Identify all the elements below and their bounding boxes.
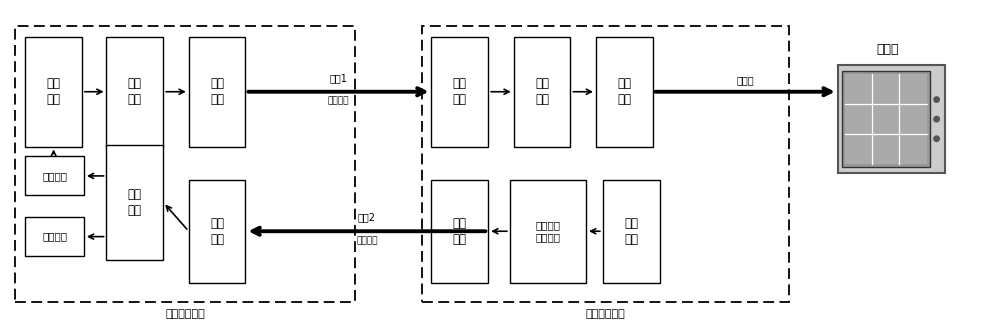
Text: 标准方波: 标准方波 <box>42 171 67 181</box>
Circle shape <box>934 97 939 102</box>
Text: 传输系统后端: 传输系统后端 <box>585 309 625 319</box>
Text: 电光
转换: 电光 转换 <box>453 217 467 246</box>
Text: 电光
转换: 电光 转换 <box>210 77 224 106</box>
Text: 控制
模块: 控制 模块 <box>128 188 142 217</box>
Text: 光电
转换: 光电 转换 <box>453 77 467 106</box>
Bar <box>106 37 163 147</box>
Text: 示波器: 示波器 <box>876 42 899 56</box>
Bar <box>25 217 84 256</box>
Bar <box>25 37 82 147</box>
Bar <box>431 37 488 147</box>
Bar <box>514 37 570 147</box>
Bar <box>189 180 245 282</box>
Bar <box>842 71 930 167</box>
Bar <box>603 180 660 282</box>
Bar <box>422 26 789 302</box>
Text: 输入
电路: 输入 电路 <box>47 77 61 106</box>
Text: 测量通路: 测量通路 <box>328 97 349 106</box>
Text: 电源管理: 电源管理 <box>42 232 67 242</box>
Bar <box>845 74 927 164</box>
Text: 传输系统前端: 传输系统前端 <box>165 309 205 319</box>
Text: 光级2: 光级2 <box>358 213 376 222</box>
Bar <box>596 37 653 147</box>
Circle shape <box>934 136 939 142</box>
Circle shape <box>934 117 939 122</box>
Text: 光级1: 光级1 <box>330 73 347 83</box>
Text: 光电
转换: 光电 转换 <box>210 217 224 246</box>
Bar <box>838 65 945 173</box>
Text: 同轴线: 同轴线 <box>736 75 754 85</box>
Bar <box>106 144 163 260</box>
Text: 控制通路: 控制通路 <box>356 236 378 245</box>
Text: 放大
电路: 放大 电路 <box>535 77 549 106</box>
Text: 放大
电路: 放大 电路 <box>128 77 142 106</box>
Text: 输出
电路: 输出 电路 <box>617 77 631 106</box>
Bar <box>25 156 84 195</box>
Bar <box>510 180 586 282</box>
Text: 控制命令
生成电路: 控制命令 生成电路 <box>535 220 560 242</box>
Bar <box>431 180 488 282</box>
Text: 控制
模块: 控制 模块 <box>624 217 638 246</box>
Bar <box>189 37 245 147</box>
Bar <box>15 26 355 302</box>
